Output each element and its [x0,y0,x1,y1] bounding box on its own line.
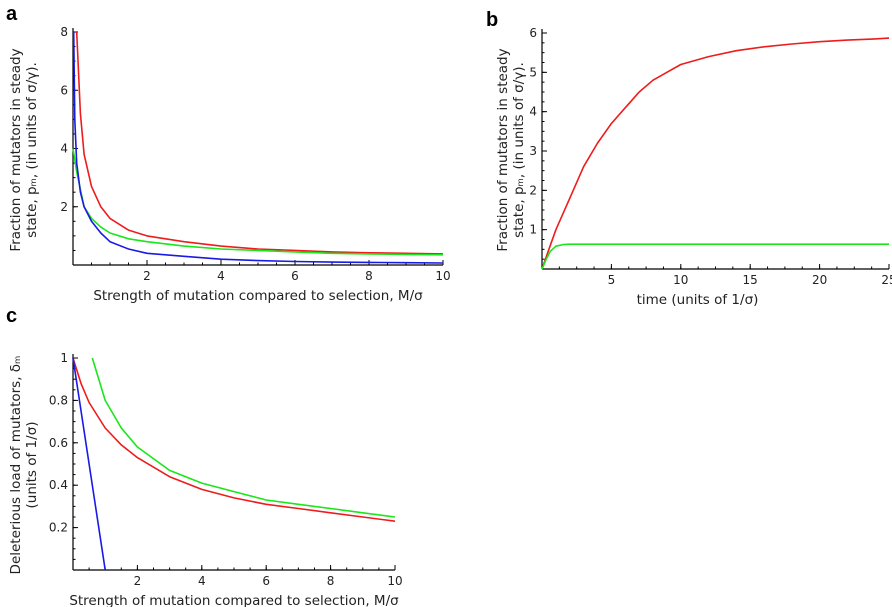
y-tick-label: 0.6 [49,436,68,450]
panel-label-c: c [6,305,17,327]
y-axis-label-line2: (units of 1/σ) [24,421,40,508]
y-tick-label: 6 [529,26,537,40]
x-tick-label: 2 [143,269,151,283]
x-tick-label: 10 [673,273,688,287]
y-axis-label-line1: Deleterious load of mutators, δₘ [8,356,24,575]
y-tick-label: 1 [529,223,537,237]
y-tick-label: 4 [529,105,537,119]
chart-panel-a: 2 4 6 8 10 2 4 6 8 Strength of mutation compared … [8,25,451,304]
series-line-red [75,31,444,255]
chart-panel-b: 5 10 15 20 25 1 2 3 4 5 6 time (units of 1/σ) Fracti… [495,26,892,308]
y-tick-label: 1 [60,351,68,365]
series-line-red [72,357,396,522]
y-tick-label: 0.4 [49,478,68,492]
chart-panel-c: 2 4 6 8 10 0.2 0.4 0.6 0.8 1 Strength of mutation … [8,351,403,607]
x-tick-label: 15 [743,273,758,287]
panel-label-a: a [6,3,18,25]
panel-label-b: b [486,9,498,31]
series-line-green [541,243,889,270]
y-tick-label: 6 [60,83,68,97]
y-axis-label-line1: Fraction of mutators in steady [495,48,511,251]
y-tick-label: 5 [529,65,537,79]
series-line-blue [72,357,106,571]
y-tick-label: 0.2 [49,521,68,535]
series-line-green [91,357,396,518]
series-line-red [541,37,890,270]
x-axis-label: Strength of mutation compared to selecti… [69,593,399,607]
series-line-green [72,148,444,256]
x-tick-label: 5 [608,273,616,287]
x-tick-label: 20 [812,273,827,287]
series-line-blue [72,31,444,264]
x-tick-label: 6 [291,269,299,283]
x-tick-label: 8 [365,269,373,283]
x-tick-label: 4 [217,269,225,283]
x-axis-label: time (units of 1/σ) [637,292,759,308]
y-tick-label: 2 [529,183,537,197]
y-axis-label-line2: state, pₘ, (in units of σ/γ). [511,62,527,238]
x-tick-label: 6 [262,574,270,588]
x-tick-label: 10 [387,574,402,588]
x-axis-label: Strength of mutation compared to selecti… [93,288,423,304]
y-axis-label-line1: Fraction of mutators in steady [8,48,24,251]
y-tick-label: 3 [529,144,537,158]
x-tick-label: 8 [327,574,335,588]
y-tick-label: 0.8 [49,393,68,407]
y-tick-label: 2 [60,200,68,214]
y-axis-label-line2: state, pₘ, (in units of σ/γ). [24,62,40,238]
x-tick-label: 25 [881,273,892,287]
y-tick-label: 8 [60,25,68,39]
x-tick-label: 4 [198,574,206,588]
y-tick-label: 4 [60,142,68,156]
x-tick-label: 2 [134,574,142,588]
x-tick-label: 10 [435,269,450,283]
